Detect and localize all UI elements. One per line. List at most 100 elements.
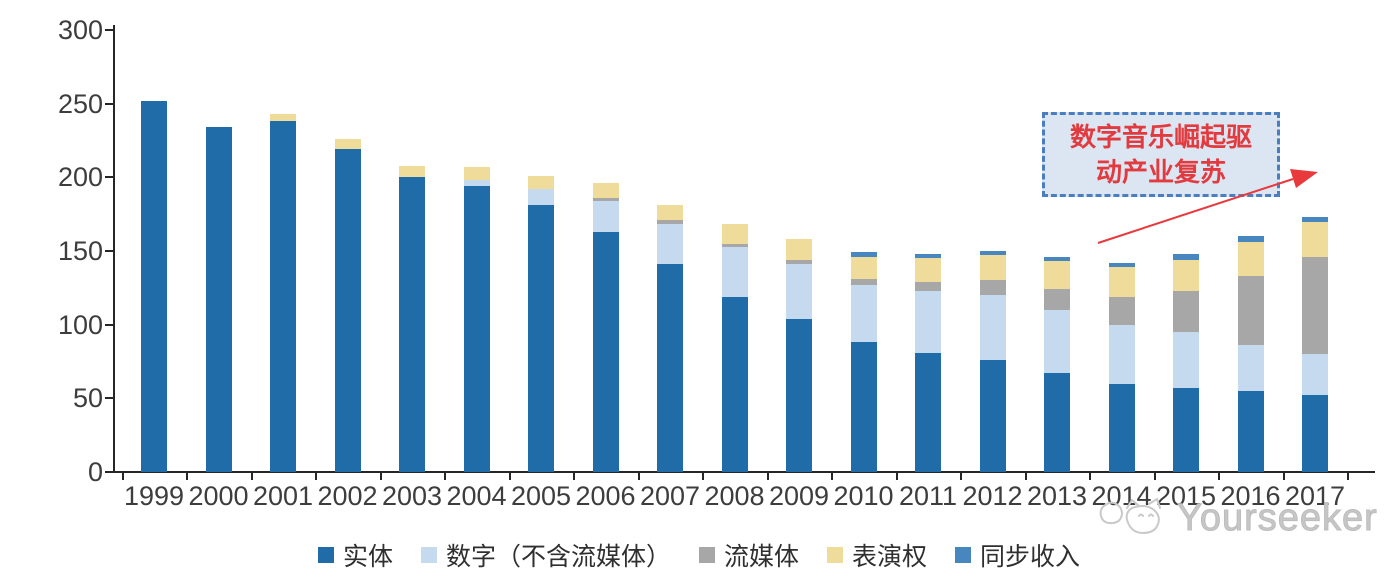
bar-2000-physical xyxy=(205,127,232,472)
bar-2013-physical xyxy=(1044,373,1070,472)
y-tick-200 xyxy=(105,176,113,179)
bar-2007-streaming xyxy=(657,220,683,225)
bar-2008-physical xyxy=(721,296,748,472)
annotation-line1: 数字音乐崛起驱 xyxy=(1069,121,1252,152)
bar-2015-digital-excl-streaming xyxy=(1173,332,1199,388)
bar-2013-digital-excl-streaming xyxy=(1044,309,1070,374)
bar-2007-physical xyxy=(657,264,683,472)
x-axis-label-2007: 2007 xyxy=(639,481,701,511)
bar-2015-physical xyxy=(1173,388,1199,472)
y-tick-250 xyxy=(105,102,113,105)
y-tick-50 xyxy=(105,397,113,400)
bar-2006-physical xyxy=(592,231,619,472)
x-tick xyxy=(508,473,511,480)
legend-item-physical: 实体 xyxy=(317,537,393,573)
legend: 实体 数字（不含流媒体） 流媒体 表演权 同步收入 xyxy=(0,538,1398,572)
x-tick xyxy=(702,473,705,480)
x-axis-line xyxy=(113,471,1375,473)
bar-2005-performance-rights xyxy=(528,175,554,190)
legend-swatch-streaming xyxy=(698,547,715,563)
legend-label-streaming: 流媒体 xyxy=(723,543,799,571)
bar-2003-physical xyxy=(399,177,425,472)
x-tick xyxy=(1282,473,1285,480)
y-tick-0 xyxy=(105,471,113,473)
bar-2017-performance-rights xyxy=(1302,221,1328,257)
bar-2004-digital-excl-streaming xyxy=(463,180,490,187)
legend-swatch-digital-excl-streaming xyxy=(420,547,437,563)
x-tick xyxy=(960,473,963,480)
bar-2012-digital-excl-streaming xyxy=(979,295,1006,361)
y-axis-label-250: 250 xyxy=(57,88,103,119)
x-axis-label-2008: 2008 xyxy=(704,481,765,511)
bar-2012-streaming xyxy=(979,280,1006,296)
legend-item-sync-revenue: 同步收入 xyxy=(955,537,1080,573)
legend-label-performance-rights: 表演权 xyxy=(852,543,928,571)
x-axis-label-2002: 2002 xyxy=(317,481,378,511)
legend-label-sync-revenue: 同步收入 xyxy=(980,543,1081,571)
bar-2017-sync-revenue xyxy=(1302,217,1328,222)
x-axis-label-2014: 2014 xyxy=(1091,481,1152,511)
bar-2005-digital-excl-streaming xyxy=(528,189,554,206)
x-axis-label-1999: 1999 xyxy=(123,481,185,511)
legend-swatch-physical xyxy=(317,547,334,563)
bar-2017-digital-excl-streaming xyxy=(1302,354,1328,396)
bar-2006-streaming xyxy=(592,197,619,201)
x-tick xyxy=(1153,473,1156,480)
x-axis-label-2006: 2006 xyxy=(575,481,636,511)
bar-2015-performance-rights xyxy=(1173,259,1199,291)
x-tick xyxy=(766,473,769,480)
legend-label-physical: 实体 xyxy=(342,543,393,571)
y-axis-line xyxy=(113,25,115,473)
y-axis-label-100: 100 xyxy=(57,309,103,340)
bar-2012-sync-revenue xyxy=(979,250,1006,256)
bar-2016-streaming xyxy=(1237,276,1264,346)
x-tick xyxy=(250,473,253,480)
x-axis-label-2000: 2000 xyxy=(188,481,249,511)
bar-2009-streaming xyxy=(786,259,812,265)
annotation-callout: 数字音乐崛起驱 动产业复苏 xyxy=(1042,112,1280,197)
x-tick xyxy=(1089,473,1092,480)
bar-2017-physical xyxy=(1302,395,1328,472)
x-axis-label-2001: 2001 xyxy=(252,481,314,511)
bar-2008-streaming xyxy=(721,243,748,247)
bar-2013-sync-revenue xyxy=(1044,256,1070,262)
x-tick xyxy=(315,473,318,480)
bar-2009-performance-rights xyxy=(786,239,812,260)
x-tick xyxy=(1218,473,1221,480)
x-axis-label-2010: 2010 xyxy=(833,481,894,511)
bar-1999-physical xyxy=(141,100,167,472)
bar-2016-digital-excl-streaming xyxy=(1237,345,1264,391)
bar-2003-performance-rights xyxy=(399,165,425,178)
x-tick xyxy=(1024,473,1027,480)
annotation-arrow xyxy=(1097,169,1318,244)
bar-2014-physical xyxy=(1108,383,1135,472)
bar-2016-sync-revenue xyxy=(1237,236,1264,243)
x-axis-label-2016: 2016 xyxy=(1220,481,1281,511)
bar-2014-digital-excl-streaming xyxy=(1108,324,1135,384)
bar-2009-digital-excl-streaming xyxy=(786,264,812,319)
bar-2015-sync-revenue xyxy=(1173,253,1199,260)
bar-2004-performance-rights xyxy=(463,167,490,181)
y-axis-label-50: 50 xyxy=(72,383,103,414)
bar-2011-streaming xyxy=(915,281,941,291)
bar-2012-physical xyxy=(979,360,1006,472)
x-axis-label-2004: 2004 xyxy=(446,481,507,511)
bar-2014-sync-revenue xyxy=(1108,262,1135,268)
x-axis-label-2011: 2011 xyxy=(898,481,958,511)
legend-label-digital-excl-streaming: 数字（不含流媒体） xyxy=(445,543,671,571)
bar-2008-digital-excl-streaming xyxy=(721,246,748,297)
y-tick-300 xyxy=(105,28,113,31)
legend-item-digital-excl-streaming: 数字（不含流媒体） xyxy=(420,537,671,573)
bar-2006-performance-rights xyxy=(592,183,619,198)
bar-2013-performance-rights xyxy=(1044,261,1070,290)
x-tick xyxy=(1347,473,1350,480)
bar-2010-performance-rights xyxy=(850,256,877,279)
legend-swatch-sync-revenue xyxy=(955,547,972,563)
x-axis-label-2012: 2012 xyxy=(962,481,1023,511)
legend-item-performance-rights: 表演权 xyxy=(827,537,927,573)
legend-item-streaming: 流媒体 xyxy=(698,537,799,573)
bar-2017-streaming xyxy=(1302,256,1328,355)
legend-swatch-performance-rights xyxy=(827,547,843,563)
bar-2009-physical xyxy=(786,318,812,472)
